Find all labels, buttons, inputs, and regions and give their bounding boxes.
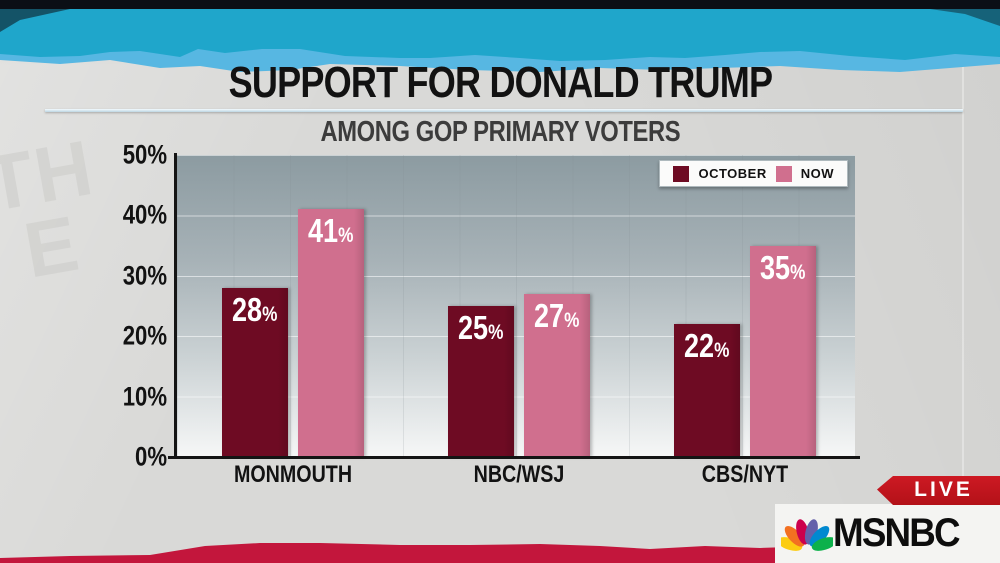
live-badge: LIVE [877,476,1000,505]
bar-october-cbs-nyt: 22% [674,324,740,457]
bar-now-nbc-wsj: 27% [524,293,590,457]
x-axis-label-cbs-nyt: CBS/NYT [701,461,789,488]
y-tick-40pct: 40% [122,199,167,230]
live-label: LIVE [914,477,973,501]
bar-value-label: 41% [308,212,354,250]
bar-value-label: 25% [458,309,504,346]
nbc-peacock-icon [781,518,833,551]
network-logo-box: MSNBC [775,504,1000,563]
x-axis-label-nbc-wsj: NBC/WSJ [473,461,565,488]
legend-label-october: OCTOBER [698,166,767,181]
page-title: SUPPORT FOR DONALD TRUMP [228,58,772,107]
plot-area: 28% 41% 25% 27% 22% 35% OCTOBER NOW [177,155,855,457]
y-tick-30pct: 30% [122,260,167,291]
y-axis-line [174,153,177,459]
paper-crease [962,55,964,525]
y-tick-50pct: 50% [122,139,167,170]
bar-now-cbs-nyt: 35% [750,245,816,457]
bar-october-monmouth: 28% [222,287,288,457]
legend-swatch-now [775,165,792,182]
network-name: MSNBC [833,511,961,555]
bar-value-label: 22% [684,327,730,365]
bar-now-monmouth: 41% [298,209,364,457]
page-subtitle: AMONG GOP PRIMARY VOTERS [320,116,680,148]
bar-value-label: 27% [534,296,580,334]
bar-value-label: 35% [760,248,806,286]
y-tick-10pct: 10% [122,381,167,412]
x-axis-line [168,456,860,459]
torn-paper-top [0,0,1000,72]
legend-label-now: NOW [800,166,834,181]
y-tick-0pct: 0% [134,441,167,472]
torn-paper-bottom [0,543,1000,563]
chart-legend: OCTOBER NOW [659,160,848,187]
bar-value-label: 28% [232,290,278,328]
y-tick-20pct: 20% [122,320,167,351]
legend-swatch-october [673,165,690,182]
bar-october-nbc-wsj: 25% [448,306,514,457]
x-axis-label-monmouth: MONMOUTH [233,461,353,488]
title-divider [45,109,963,112]
